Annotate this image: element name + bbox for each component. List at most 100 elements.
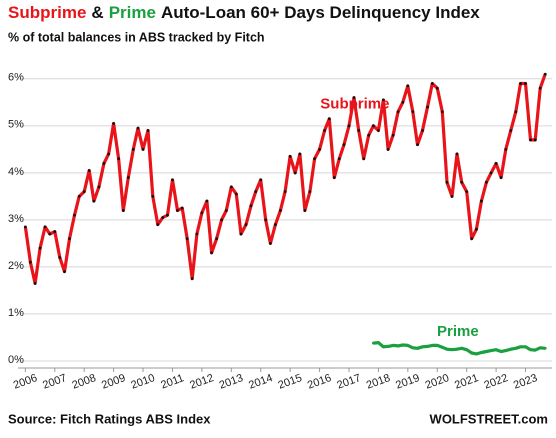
data-point	[367, 133, 371, 137]
data-point	[107, 152, 111, 156]
series-line	[373, 341, 546, 356]
data-point	[92, 199, 96, 203]
data-point	[141, 147, 145, 151]
data-point	[489, 171, 493, 175]
data-point	[386, 147, 390, 151]
data-point	[538, 86, 542, 90]
y-tick-label: 0%	[8, 354, 24, 366]
data-point	[279, 209, 282, 212]
data-point	[161, 216, 165, 219]
x-tick-label: 2015	[277, 372, 304, 392]
x-tick-label: 2012	[188, 372, 215, 392]
data-point	[318, 147, 321, 151]
data-point	[504, 147, 508, 151]
data-point	[283, 190, 287, 194]
data-point	[249, 204, 253, 208]
x-tick-label: 2011	[159, 372, 185, 391]
data-point	[529, 348, 532, 352]
x-tick-label: 2018	[365, 372, 392, 392]
data-point	[234, 192, 238, 196]
data-point	[519, 345, 522, 349]
data-point	[342, 143, 346, 147]
data-point	[445, 347, 449, 351]
data-point	[421, 129, 424, 132]
data-point	[445, 180, 449, 184]
data-point	[499, 176, 503, 179]
data-point	[82, 190, 86, 194]
data-point	[176, 209, 179, 212]
data-point	[406, 84, 410, 88]
data-point	[455, 347, 459, 351]
data-point	[416, 346, 419, 350]
data-point	[411, 346, 415, 350]
data-point	[440, 345, 444, 349]
data-point	[479, 199, 483, 203]
data-point	[533, 138, 537, 142]
x-tick-label: 2013	[218, 372, 245, 392]
data-point	[396, 344, 400, 348]
data-point	[435, 344, 439, 347]
data-point	[229, 185, 233, 189]
data-point	[224, 209, 228, 212]
x-tick-label: 2006	[12, 372, 39, 392]
data-point	[136, 126, 140, 130]
data-point	[382, 98, 385, 102]
data-point	[484, 350, 488, 353]
chart-title: Subprime & Prime Auto-Loan 60+ Days Delinqu…	[8, 3, 480, 22]
x-tick-label: 2019	[394, 372, 421, 392]
series-label: Subprime	[320, 96, 389, 113]
data-point	[288, 154, 292, 158]
data-point	[347, 124, 351, 128]
data-point	[239, 232, 243, 236]
data-point	[68, 237, 71, 241]
data-point	[48, 232, 52, 236]
data-point	[377, 129, 380, 132]
data-point	[514, 110, 518, 114]
data-point	[269, 241, 272, 245]
data-point	[323, 129, 326, 132]
series-line	[23, 73, 547, 285]
data-point	[533, 348, 537, 352]
x-tick-label: 2016	[306, 372, 333, 392]
data-point	[509, 129, 513, 132]
data-point	[23, 225, 27, 229]
data-point	[220, 218, 223, 222]
data-point	[514, 346, 518, 350]
data-point	[43, 225, 47, 229]
y-tick-label: 3%	[8, 213, 24, 225]
data-point	[543, 72, 547, 76]
data-point	[430, 82, 434, 85]
data-point	[112, 122, 116, 125]
data-point	[450, 348, 454, 352]
data-point	[274, 223, 277, 226]
chart-subtitle: % of total balances in ABS tracked by Fi…	[8, 30, 265, 44]
data-point	[156, 223, 160, 226]
data-point	[185, 237, 189, 241]
title-part: Subprime	[8, 3, 86, 22]
data-point	[166, 213, 169, 217]
data-point	[465, 190, 469, 194]
x-tick-label: 2021	[453, 372, 480, 392]
y-tick-label: 2%	[8, 260, 24, 272]
data-point	[117, 157, 121, 161]
data-point	[430, 344, 434, 347]
data-point	[254, 190, 258, 194]
data-point	[259, 178, 263, 182]
data-point	[499, 350, 503, 353]
data-point	[352, 96, 356, 100]
data-point	[97, 185, 101, 189]
data-point	[377, 341, 380, 345]
y-tick-label: 5%	[8, 119, 24, 131]
title-part: Prime	[109, 3, 156, 22]
x-tick-label: 2007	[41, 372, 68, 392]
data-point	[460, 180, 464, 184]
data-point	[411, 110, 415, 114]
data-point	[529, 138, 532, 142]
data-point	[195, 232, 199, 236]
data-point	[362, 157, 366, 161]
data-point	[440, 110, 444, 114]
data-point	[180, 206, 184, 210]
x-tick-label: 2009	[100, 372, 127, 392]
data-point	[337, 157, 341, 161]
series-label: Prime	[437, 323, 479, 340]
